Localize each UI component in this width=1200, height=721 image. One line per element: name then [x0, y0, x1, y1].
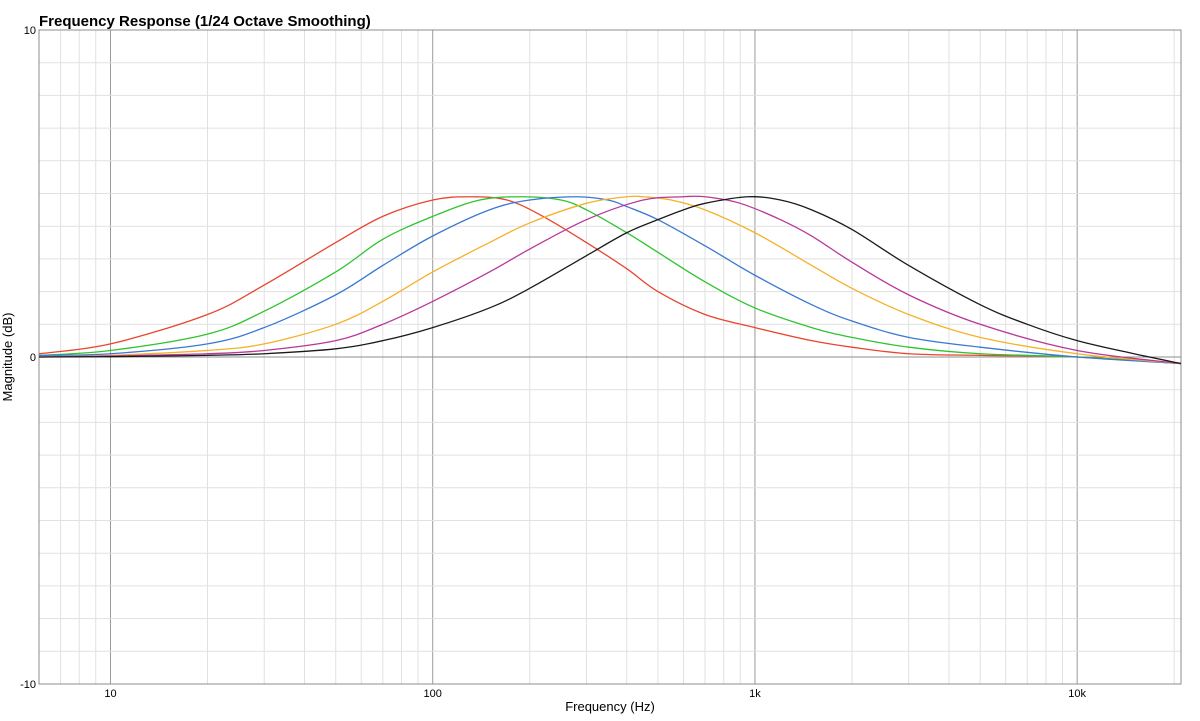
series-line [38, 196, 1182, 365]
series-line [38, 196, 1182, 365]
x-tick-label: 10k [1068, 688, 1086, 700]
x-tick-label: 1k [749, 688, 761, 700]
y-tick-label: 10 [24, 25, 36, 37]
x-tick-label: 10 [104, 688, 116, 700]
x-tick-label: 100 [424, 688, 442, 700]
series-line [38, 196, 1182, 365]
series-group [38, 195, 1182, 365]
x-axis-label: Frequency (Hz) [565, 699, 655, 714]
series-line [38, 196, 1182, 365]
y-tick-label: 0 [30, 352, 36, 364]
y-tick-label: -10 [20, 679, 36, 691]
y-axis-label: Magnitude (dB) [0, 313, 15, 402]
series-line [38, 195, 1182, 365]
series-line [38, 195, 1182, 365]
chart-title: Frequency Response (1/24 Octave Smoothin… [39, 13, 371, 30]
